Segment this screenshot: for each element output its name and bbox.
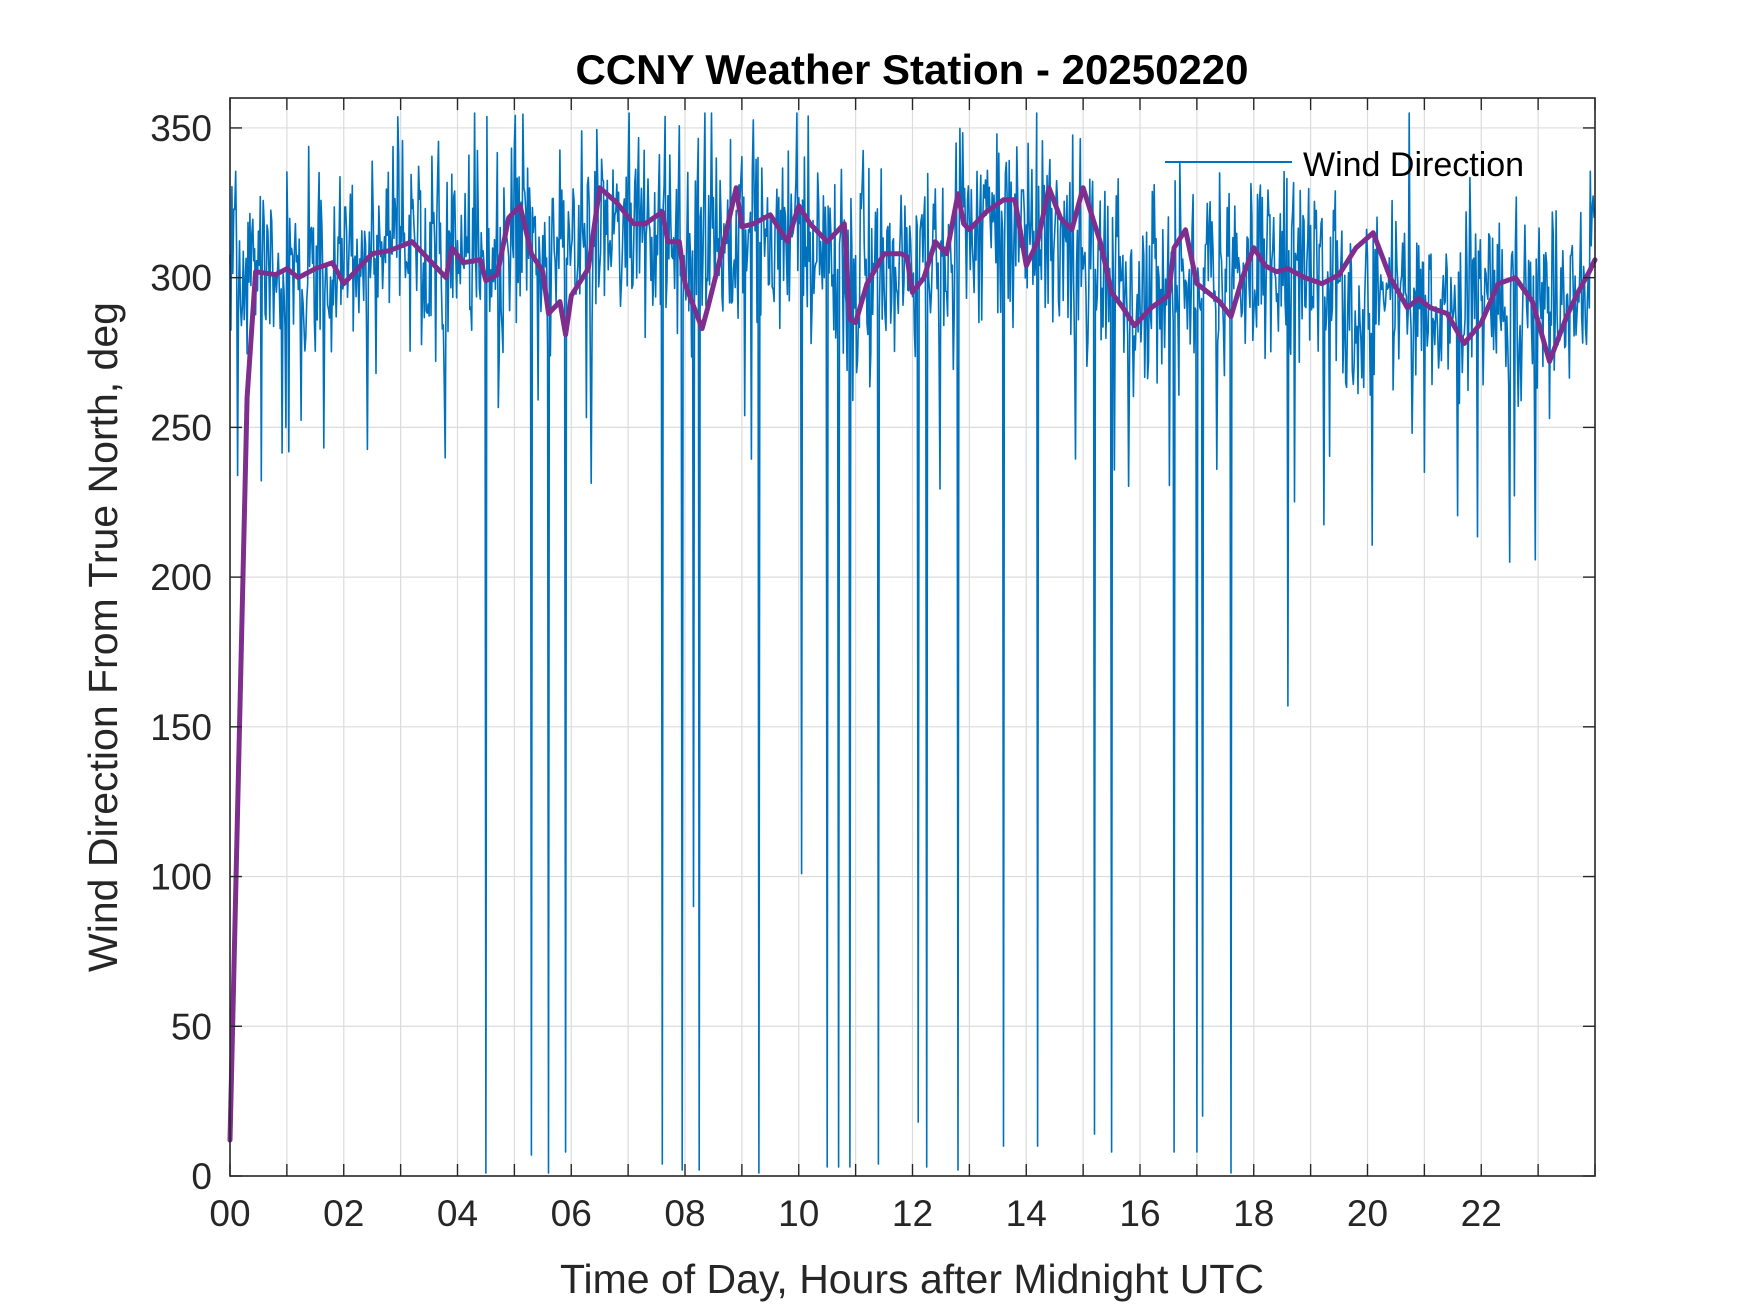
tick-marks: [229, 98, 1596, 1177]
y-tick-label: 350: [150, 108, 212, 149]
x-tick-label: 00: [209, 1193, 250, 1234]
x-tick-label: 02: [323, 1193, 364, 1234]
x-tick-label: 06: [551, 1193, 592, 1234]
plot-lines: [227, 112, 1598, 1174]
tick-labels: 00 02 04 06 08 10 12 14 16 18 20 22 0 50 100 150 200 250 3…: [150, 108, 1502, 1234]
y-tick-label: 50: [171, 1006, 212, 1047]
series-running-mean: [227, 185, 1598, 1143]
y-tick-label: 200: [150, 557, 212, 598]
legend: Wind Direction: [1165, 146, 1524, 184]
x-tick-label: 14: [1006, 1193, 1047, 1234]
y-tick-label: 250: [150, 407, 212, 448]
y-axis-label: Wind Direction From True North, deg: [80, 302, 126, 972]
x-tick-label: 18: [1233, 1193, 1274, 1234]
x-tick-label: 08: [664, 1193, 705, 1234]
chart-title: CCNY Weather Station - 20250220: [575, 46, 1248, 93]
x-tick-label: 12: [892, 1193, 933, 1234]
x-tick-label: 16: [1119, 1193, 1160, 1234]
y-tick-label: 300: [150, 258, 212, 299]
y-tick-label: 0: [191, 1156, 212, 1197]
series-wind-direction: [229, 112, 1596, 1174]
x-tick-label: 10: [778, 1193, 819, 1234]
y-tick-label: 150: [150, 707, 212, 748]
x-tick-label: 04: [437, 1193, 478, 1234]
y-tick-label: 100: [150, 857, 212, 898]
x-tick-label: 22: [1461, 1193, 1502, 1234]
legend-label-wind-direction: Wind Direction: [1303, 146, 1524, 184]
x-tick-label: 20: [1347, 1193, 1388, 1234]
x-axis-label: Time of Day, Hours after Midnight UTC: [560, 1256, 1264, 1302]
